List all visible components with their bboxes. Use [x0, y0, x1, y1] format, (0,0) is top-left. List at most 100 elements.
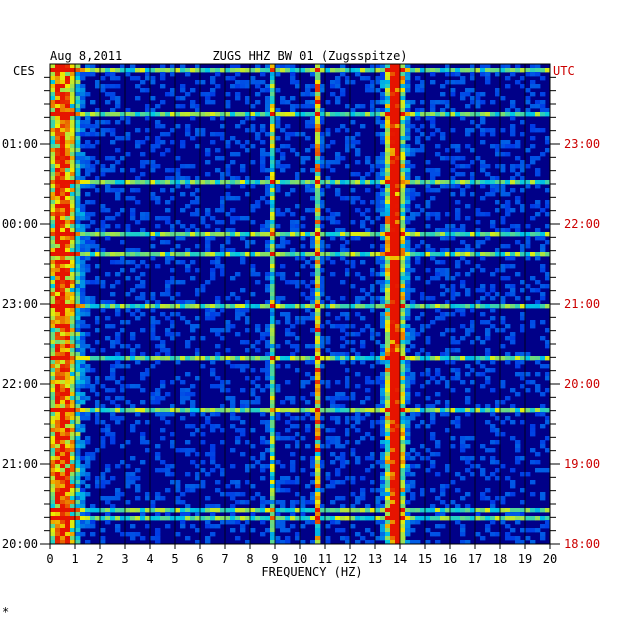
heatmap-cell	[320, 444, 326, 449]
heatmap-cell	[240, 516, 246, 521]
heatmap-cell	[65, 440, 71, 445]
heatmap-cell	[380, 288, 386, 293]
heatmap-cell	[135, 84, 141, 89]
heatmap-cell	[445, 64, 451, 69]
heatmap-cell	[295, 348, 301, 353]
heatmap-cell	[300, 408, 306, 413]
heatmap-cell	[435, 188, 441, 193]
heatmap-cell	[380, 176, 386, 181]
heatmap-cell	[460, 188, 466, 193]
heatmap-cell	[250, 160, 256, 165]
heatmap-cell	[400, 440, 406, 445]
heatmap-cell	[125, 292, 131, 297]
heatmap-cell	[305, 516, 311, 521]
heatmap-cell	[205, 452, 211, 457]
heatmap-cell	[455, 292, 461, 297]
heatmap-cell	[290, 248, 296, 253]
heatmap-cell	[115, 336, 121, 341]
heatmap-cell	[530, 432, 536, 437]
heatmap-cell	[215, 304, 221, 309]
heatmap-cell	[265, 248, 271, 253]
heatmap-cell	[165, 512, 171, 517]
heatmap-cell	[50, 236, 56, 241]
heatmap-cell	[210, 276, 216, 281]
heatmap-cell	[195, 484, 201, 489]
heatmap-cell	[295, 316, 301, 321]
heatmap-cell	[210, 252, 216, 257]
heatmap-cell	[105, 480, 111, 485]
heatmap-cell	[275, 320, 281, 325]
heatmap-cell	[325, 484, 331, 489]
heatmap-cell	[205, 416, 211, 421]
heatmap-cell	[160, 508, 166, 513]
heatmap-cell	[390, 224, 396, 229]
heatmap-cell	[190, 392, 196, 397]
heatmap-cell	[185, 516, 191, 521]
heatmap-cell	[515, 512, 521, 517]
heatmap-cell	[505, 232, 511, 237]
heatmap-cell	[310, 236, 316, 241]
heatmap-cell	[380, 280, 386, 285]
heatmap-cell	[415, 412, 421, 417]
heatmap-cell	[75, 164, 81, 169]
heatmap-cell	[430, 296, 436, 301]
heatmap-cell	[160, 340, 166, 345]
heatmap-cell	[240, 260, 246, 265]
heatmap-cell	[385, 440, 391, 445]
heatmap-cell	[395, 200, 401, 205]
heatmap-cell	[540, 152, 546, 157]
heatmap-cell	[160, 292, 166, 297]
heatmap-cell	[330, 460, 336, 465]
heatmap-cell	[365, 252, 371, 257]
heatmap-cell	[190, 448, 196, 453]
heatmap-cell	[170, 432, 176, 437]
heatmap-cell	[195, 68, 201, 73]
heatmap-cell	[50, 440, 56, 445]
heatmap-cell	[330, 416, 336, 421]
heatmap-cell	[220, 336, 226, 341]
heatmap-cell	[400, 268, 406, 273]
heatmap-cell	[370, 244, 376, 249]
heatmap-cell	[210, 100, 216, 105]
heatmap-cell	[215, 328, 221, 333]
heatmap-cell	[365, 68, 371, 73]
heatmap-cell	[215, 312, 221, 317]
heatmap-cell	[500, 188, 506, 193]
heatmap-cell	[150, 356, 156, 361]
heatmap-cell	[520, 160, 526, 165]
heatmap-cell	[350, 232, 356, 237]
heatmap-cell	[400, 124, 406, 129]
heatmap-cell	[170, 404, 176, 409]
heatmap-cell	[545, 252, 551, 257]
heatmap-cell	[200, 132, 206, 137]
heatmap-cell	[390, 420, 396, 425]
heatmap-cell	[90, 240, 96, 245]
heatmap-cell	[85, 452, 91, 457]
heatmap-cell	[200, 468, 206, 473]
heatmap-cell	[85, 92, 91, 97]
heatmap-cell	[390, 160, 396, 165]
heatmap-cell	[55, 424, 61, 429]
heatmap-cell	[205, 240, 211, 245]
heatmap-cell	[170, 92, 176, 97]
heatmap-cell	[435, 68, 441, 73]
heatmap-cell	[55, 476, 61, 481]
heatmap-cell	[55, 336, 61, 341]
heatmap-cell	[410, 100, 416, 105]
heatmap-cell	[460, 240, 466, 245]
heatmap-cell	[130, 232, 136, 237]
heatmap-cell	[60, 512, 66, 517]
heatmap-cell	[545, 68, 551, 73]
heatmap-cell	[315, 180, 321, 185]
heatmap-cell	[505, 256, 511, 261]
heatmap-cell	[500, 316, 506, 321]
heatmap-cell	[160, 460, 166, 465]
heatmap-cell	[225, 112, 231, 117]
heatmap-cell	[50, 112, 56, 117]
heatmap-cell	[115, 272, 121, 277]
heatmap-cell	[85, 508, 91, 513]
heatmap-cell	[270, 144, 276, 149]
heatmap-cell	[470, 120, 476, 125]
heatmap-cell	[455, 424, 461, 429]
heatmap-cell	[270, 152, 276, 157]
